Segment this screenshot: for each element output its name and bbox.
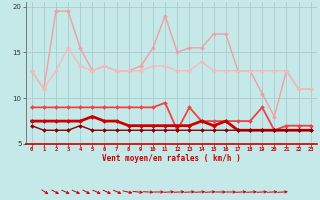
X-axis label: Vent moyen/en rafales ( km/h ): Vent moyen/en rafales ( km/h ) bbox=[102, 154, 241, 163]
